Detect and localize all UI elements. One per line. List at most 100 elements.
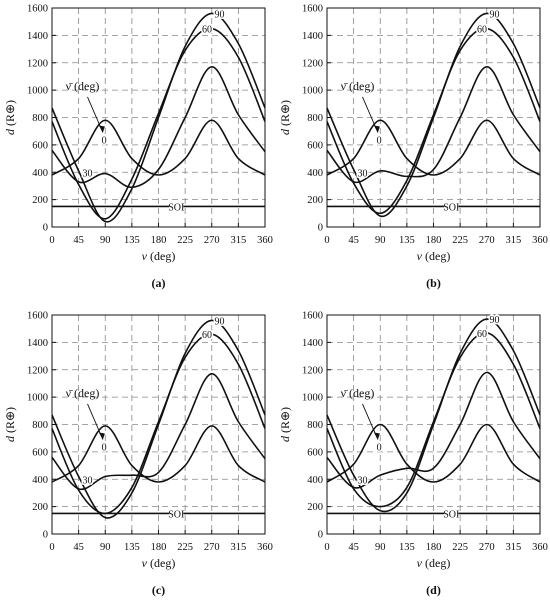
x-tick-label: 360: [257, 235, 273, 246]
x-tick-label: 180: [426, 235, 442, 246]
x-tick-label: 270: [204, 235, 220, 246]
curve-label-0: 0: [377, 442, 382, 453]
y-tick-label: 1200: [302, 365, 323, 376]
y-tick-label: 200: [32, 502, 48, 513]
soi-group: SOI: [52, 509, 265, 520]
y-tick-label: 600: [32, 140, 48, 151]
x-tick-label: 0: [49, 542, 54, 553]
x-tick-label: 45: [348, 542, 359, 553]
ticks: 0 45 90 135 180 225 270 315 36002004006008001000…: [302, 311, 548, 554]
y-axis-label: d (R⊕): [278, 100, 292, 135]
y-tick-label: 0: [318, 223, 323, 234]
curve-label-30: 30: [358, 168, 368, 179]
y-tick-label: 600: [307, 447, 323, 458]
x-tick-label: 225: [452, 235, 468, 246]
y-tick-label: 400: [307, 168, 323, 179]
series-line-90: [326, 318, 541, 513]
x-tick-label: 315: [231, 542, 247, 553]
legend-arrowhead: [98, 125, 105, 133]
y-tick-label: 800: [307, 113, 323, 124]
x-axis-label: ν (deg): [142, 249, 176, 263]
series-line-30: [51, 66, 266, 189]
x-tick-label: 180: [426, 542, 442, 553]
curve-label-90: 90: [214, 316, 224, 327]
y-tick-label: 1400: [302, 338, 323, 349]
y-tick-label: 1400: [27, 31, 48, 42]
y-tick-label: 1600: [27, 311, 48, 322]
curve-label-60: 60: [202, 25, 212, 36]
curve-label-60: 60: [202, 330, 212, 341]
x-tick-label: 135: [124, 542, 140, 553]
series-group: [51, 319, 266, 519]
series-line-60: [326, 331, 541, 508]
curve-label-60: 60: [477, 329, 487, 340]
legend-title: ν̄ (deg): [66, 386, 100, 400]
panel-caption: (d): [426, 583, 441, 597]
y-axis-label: d (R⊕): [278, 407, 292, 442]
y-axis-unit: (R⊕): [278, 407, 292, 433]
series-line-90: [51, 12, 266, 223]
grid: [327, 315, 540, 534]
curve-label-30: 30: [83, 168, 93, 179]
y-tick-label: 1600: [302, 4, 323, 15]
y-tick-label: 800: [307, 420, 323, 431]
legend-arrowhead: [98, 432, 105, 440]
x-tick-label: 0: [49, 235, 54, 246]
panel-caption: (a): [152, 276, 166, 290]
soi-group: SOI: [327, 509, 540, 520]
x-axis-unit: (deg): [425, 249, 450, 263]
y-axis-unit: (R⊕): [3, 407, 17, 433]
legend: ν̄ (deg): [66, 386, 105, 440]
soi-label: SOI: [443, 202, 459, 213]
x-tick-label: 315: [231, 235, 247, 246]
x-tick-label: 180: [151, 235, 167, 246]
y-tick-label: 1200: [27, 58, 48, 69]
x-tick-label: 135: [399, 235, 415, 246]
legend: ν̄ (deg): [66, 79, 105, 133]
y-tick-label: 1000: [27, 393, 48, 404]
y-tick-label: 800: [32, 113, 48, 124]
x-tick-label: 225: [177, 235, 193, 246]
x-tick-label: 225: [177, 542, 193, 553]
x-axis-unit: (deg): [425, 556, 450, 570]
y-tick-label: 800: [32, 420, 48, 431]
y-axis-label: d (R⊕): [3, 100, 17, 135]
curve-label-30: 30: [83, 475, 93, 486]
y-tick-label: 0: [43, 530, 48, 541]
x-tick-label: 315: [506, 542, 522, 553]
y-tick-label: 400: [32, 168, 48, 179]
legend-arrowhead: [373, 125, 380, 133]
series-line-90: [51, 319, 266, 519]
chart-panel-b: 0 45 90 135 180 225 270 315 360 0 200 400 600 800 1000…: [275, 0, 550, 300]
y-tick-label: 1600: [302, 311, 323, 322]
x-tick-label: 90: [100, 542, 111, 553]
series-line-60: [51, 27, 266, 220]
x-tick-label: 360: [532, 542, 548, 553]
x-axis-unit: (deg): [150, 249, 175, 263]
x-axis-unit: (deg): [150, 556, 175, 570]
series-group: [51, 12, 266, 223]
series-line-30: [326, 66, 541, 184]
x-tick-label: 135: [399, 542, 415, 553]
ticks: 0 45 90 135 180 225 270 315 36002004006008001000…: [27, 4, 273, 247]
grid: [327, 8, 540, 227]
x-tick-label: 90: [375, 235, 386, 246]
y-tick-label: 200: [307, 195, 323, 206]
y-tick-label: 1000: [302, 86, 323, 97]
curve-label-30: 30: [358, 475, 368, 486]
series-line-0: [51, 425, 266, 483]
series-line-0: [51, 119, 266, 176]
x-tick-label: 45: [73, 235, 84, 246]
series-line-30: [326, 371, 541, 489]
y-tick-label: 0: [318, 530, 323, 541]
x-tick-label: 0: [324, 235, 329, 246]
y-tick-label: 1200: [302, 58, 323, 69]
y-tick-label: 1400: [27, 338, 48, 349]
y-tick-label: 400: [32, 475, 48, 486]
x-tick-label: 180: [151, 542, 167, 553]
chart-panel-d: 0 45 90 135 180 225 270 315 360 0 200 400 600 800 1000…: [275, 307, 550, 607]
x-tick-label: 270: [479, 542, 495, 553]
ticks: 0 45 90 135 180 225 270 315 36002004006008001000…: [27, 311, 273, 554]
